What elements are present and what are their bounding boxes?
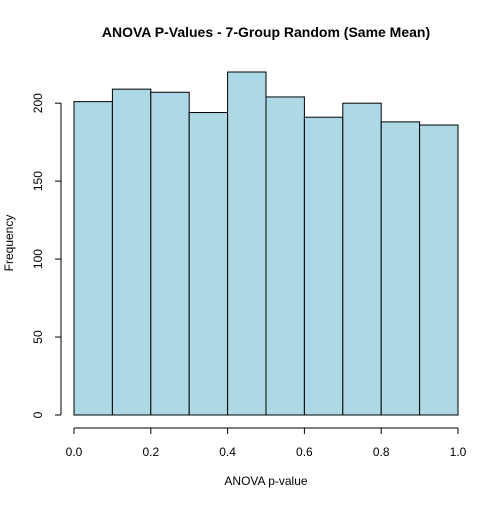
x-tick-label: 0.0 [66, 445, 83, 459]
x-tick-label: 1.0 [450, 445, 467, 459]
histogram-bar-10 [419, 124, 459, 416]
x-axis-label: ANOVA p-value [224, 474, 307, 488]
y-tick-label: 150 [31, 171, 45, 191]
x-tick-label: 0.4 [219, 445, 236, 459]
histogram-bar-6 [265, 96, 305, 416]
y-tick-label: 100 [31, 249, 45, 269]
x-axis: 0.0 0.2 0.4 0.6 0.8 1.0 [66, 427, 467, 459]
histogram-bar-1 [73, 101, 113, 416]
x-tick-label: 0.8 [373, 445, 390, 459]
y-axis-label: Frequency [2, 215, 16, 272]
histogram-bar-7 [303, 116, 344, 416]
x-tick-label: 0.6 [296, 445, 313, 459]
y-tick-label: 50 [31, 330, 45, 344]
histogram-bar-8 [342, 102, 382, 416]
histogram-bar-2 [111, 88, 152, 416]
histogram-bar-3 [150, 91, 190, 416]
chart-title: ANOVA P-Values - 7-Group Random (Same Me… [102, 24, 430, 40]
y-tick-label: 200 [31, 93, 45, 113]
histogram-bars [73, 71, 459, 416]
histogram-bar-4 [188, 112, 229, 416]
histogram-bar-9 [380, 121, 421, 416]
histogram-bar-5 [227, 71, 267, 416]
x-tick-label: 0.2 [142, 445, 159, 459]
y-axis: 0 50 100 150 200 [31, 93, 62, 418]
y-tick-label: 0 [31, 411, 45, 418]
